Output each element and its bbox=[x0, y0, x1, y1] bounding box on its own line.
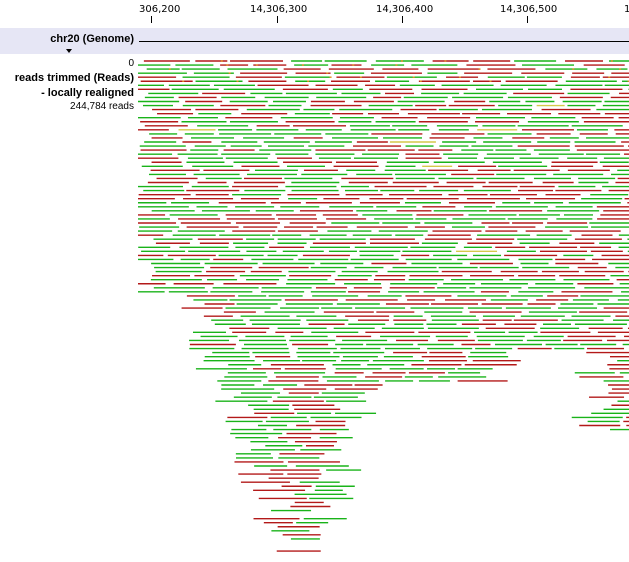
triangle-down-icon[interactable] bbox=[66, 49, 72, 53]
ruler-tick-label: 306,200 bbox=[139, 4, 181, 15]
ruler-tick-mark bbox=[402, 16, 403, 23]
ruler-tick-mark bbox=[527, 16, 528, 23]
ruler-tick-label: 14,306,300 bbox=[250, 4, 308, 15]
position-ruler: 306,200 14,306,300 14,306,400 14,306,500… bbox=[0, 0, 629, 27]
track-scale-zero: 0 bbox=[128, 58, 134, 69]
genome-sequence-line bbox=[139, 41, 629, 42]
genome-track-label[interactable]: chr20 (Genome) bbox=[50, 33, 134, 45]
read-count-label: 244,784 reads bbox=[70, 101, 134, 112]
ruler-tick-mark bbox=[151, 16, 152, 23]
ruler-tick-label: 14,306,400 bbox=[376, 4, 434, 15]
ruler-tick-mark bbox=[277, 16, 278, 23]
reads-track-title[interactable]: reads trimmed (Reads) bbox=[14, 72, 134, 84]
ruler-tick-label: 14,306,500 bbox=[500, 4, 558, 15]
reads-track-subtitle: - locally realigned bbox=[41, 87, 134, 99]
ruler-tick-label: 1 bbox=[624, 4, 629, 15]
